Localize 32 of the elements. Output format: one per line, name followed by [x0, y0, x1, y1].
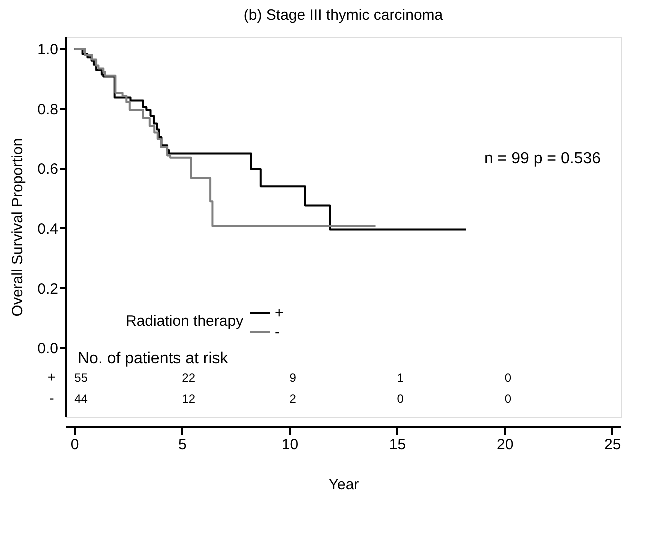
y-axis-title: Overall Survival Proportion [10, 138, 27, 317]
legend-label: + [275, 305, 284, 322]
x-axis-title: Year [328, 476, 360, 494]
y-tick-label: 0.4 [38, 220, 58, 238]
annotation: No. of patients at risk [78, 350, 230, 368]
text: - [50, 390, 55, 406]
y-tick-label: 0.0 [38, 340, 58, 358]
annotation: 0 [504, 392, 512, 406]
text: + [48, 369, 56, 386]
annotation: 2 [290, 392, 297, 406]
annotation: 44 [74, 392, 88, 406]
y-tick-label: 0.2 [38, 280, 58, 298]
annotation: n = 99 p = 0.536 [484, 150, 602, 168]
x-tick-label: 20 [496, 436, 514, 454]
x-tick-label: 10 [282, 436, 299, 454]
y-tick-label: 1.0 [38, 41, 58, 58]
annotation: 0 [397, 392, 404, 406]
annotation: 1 [397, 371, 404, 386]
annotation: 22 [182, 371, 196, 386]
annotation: 0 [504, 371, 512, 386]
y-tick-label: 0.8 [38, 101, 58, 118]
legend-label: - [275, 324, 280, 341]
y-tick-label: 0.6 [38, 161, 58, 178]
annotation: 9 [290, 371, 297, 386]
x-tick-label: 25 [604, 436, 622, 454]
annotation: 12 [182, 392, 196, 406]
x-tick-label: 5 [178, 436, 187, 454]
legend-title: Radiation therapy [126, 313, 244, 330]
x-tick-label: 0 [70, 436, 80, 454]
x-tick-label: 15 [389, 436, 406, 454]
annotation: 55 [74, 371, 88, 386]
chart-title: (b) Stage III thymic carcinoma [244, 7, 444, 24]
